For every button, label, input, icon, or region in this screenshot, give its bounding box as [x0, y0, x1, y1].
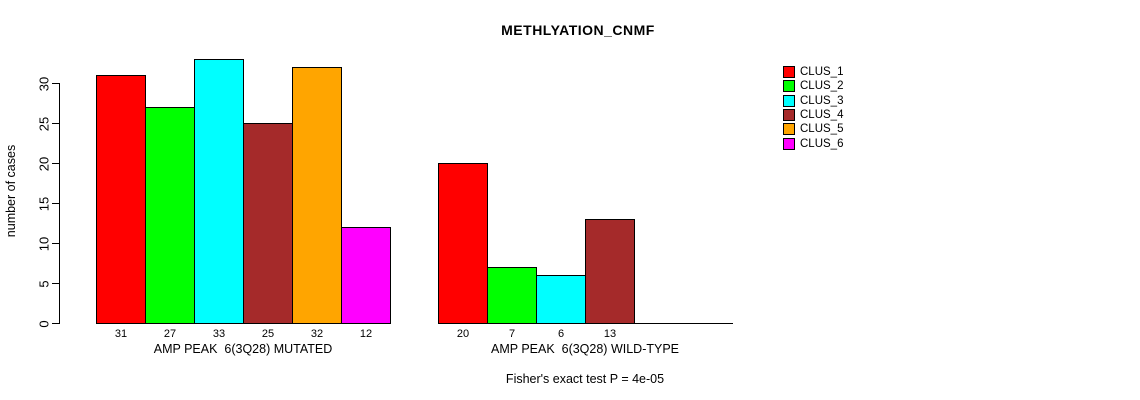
y-axis-tick: [52, 83, 59, 84]
clus_2-legend-swatch: [783, 80, 795, 93]
bar-value-label: 25: [261, 328, 275, 340]
zero-bar-clus_5-group2: [634, 323, 684, 324]
bar-clus_2-group2: [487, 267, 537, 324]
bar-value-label: 33: [212, 328, 226, 340]
bar-clus_5-group1: [292, 67, 342, 324]
clus_3-legend-swatch: [783, 94, 795, 107]
y-axis-tick: [52, 123, 59, 124]
clus_1-legend-swatch: [783, 66, 795, 78]
clus_3-legend-label: CLUS_3: [800, 94, 844, 107]
y-axis-tick: [52, 323, 59, 324]
bar-clus_6-group1: [341, 227, 391, 324]
bar-clus_4-group2: [585, 219, 635, 324]
bar-clus_3-group2: [536, 275, 586, 324]
clus_6-legend-swatch: [783, 137, 795, 150]
y-axis-tick: [52, 163, 59, 164]
y-axis-tick-label: 10: [36, 236, 52, 251]
bar-value-label: 27: [163, 328, 177, 340]
y-axis-tick-label: 0: [36, 319, 52, 328]
y-axis-label: number of cases: [4, 144, 18, 238]
clus_6-legend-label: CLUS_6: [800, 137, 844, 150]
bar-value-label: 12: [359, 328, 373, 340]
bar-value-label: 13: [603, 328, 617, 340]
clus_2-legend-label: CLUS_2: [800, 80, 844, 93]
y-axis-tick: [52, 283, 59, 284]
bar-value-label: 6: [557, 328, 565, 340]
y-axis-tick-label: 15: [36, 196, 52, 211]
chart-title: METHLYATION_CNMF: [501, 22, 655, 38]
bar-clus_1-group2: [438, 163, 488, 324]
bar-value-label: 20: [456, 328, 470, 340]
bar-clus_1-group1: [96, 75, 146, 324]
caption: Fisher's exact test P = 4e-05: [505, 372, 665, 386]
y-axis-tick-label: 5: [36, 279, 52, 288]
zero-bar-clus_6-group2: [683, 323, 733, 324]
clus_5-legend-swatch: [783, 123, 795, 136]
y-axis-tick: [52, 243, 59, 244]
bar-value-label: 7: [508, 328, 516, 340]
y-axis-tick-label: 30: [36, 76, 52, 91]
bar-value-label: 32: [310, 328, 324, 340]
clus_4-legend-label: CLUS_4: [800, 108, 844, 121]
bar-clus_4-group1: [243, 123, 293, 324]
x-axis-group-label-mutated: AMP PEAK 6(3Q28) MUTATED: [153, 342, 333, 356]
bar-clus_3-group1: [194, 59, 244, 324]
y-axis-tick: [52, 203, 59, 204]
clus_5-legend-label: CLUS_5: [800, 123, 844, 136]
y-axis-tick-label: 20: [36, 156, 52, 171]
y-axis-line: [59, 83, 60, 324]
bar-clus_2-group1: [145, 107, 195, 324]
bar-value-label: 31: [114, 328, 128, 340]
clus_4-legend-swatch: [783, 108, 795, 121]
x-axis-group-label-wild-type: AMP PEAK 6(3Q28) WILD-TYPE: [490, 342, 680, 356]
y-axis-tick-label: 25: [36, 116, 52, 131]
clus_1-legend-label: CLUS_1: [800, 66, 844, 78]
